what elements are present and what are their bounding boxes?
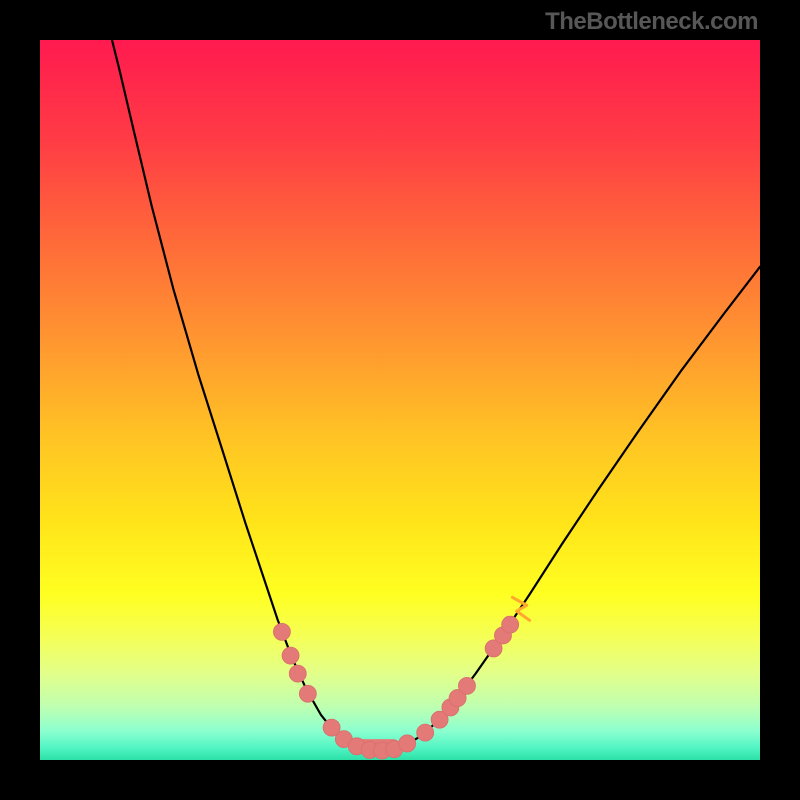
data-marker xyxy=(417,724,434,741)
data-marker xyxy=(299,685,316,702)
watermark-text: TheBottleneck.com xyxy=(545,8,758,36)
data-marker xyxy=(502,616,519,633)
data-marker xyxy=(282,647,299,664)
data-marker xyxy=(289,665,306,682)
plot-svg xyxy=(0,0,800,800)
gradient-background xyxy=(40,40,760,760)
data-marker xyxy=(399,735,416,752)
chart-container: TheBottleneck.com xyxy=(0,0,800,800)
data-marker xyxy=(458,677,475,694)
data-marker xyxy=(273,623,290,640)
